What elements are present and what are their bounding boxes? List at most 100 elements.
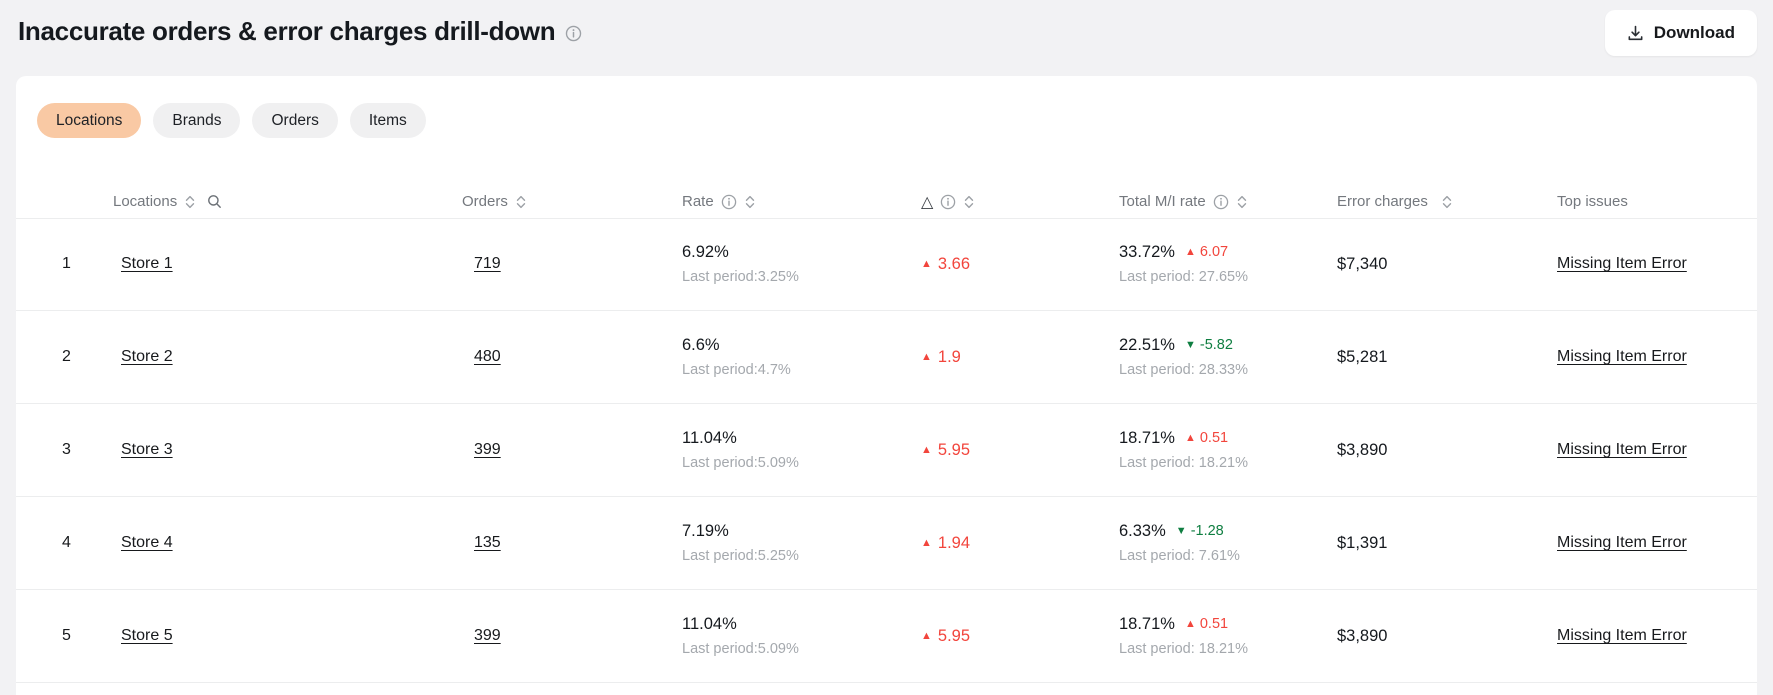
trend-up-icon (1185, 619, 1196, 630)
row-index: 5 (62, 627, 71, 644)
rate-last-period: Last period:5.09% (682, 454, 799, 471)
location-link[interactable]: Store 1 (121, 255, 173, 272)
column-header-orders[interactable]: Orders (462, 193, 682, 210)
tab-locations[interactable]: Locations (37, 103, 142, 138)
rate-last-period: Last period:4.7% (682, 361, 791, 378)
column-header-rate[interactable]: Rate (682, 193, 905, 210)
sort-icon[interactable] (963, 195, 975, 209)
delta-cell: 5.95 (905, 627, 1119, 646)
orders-count-link[interactable]: 135 (474, 534, 501, 551)
row-index: 2 (62, 348, 71, 365)
total-mi-rate-cell: 18.71% 0.51 Last period: 18.21% (1119, 616, 1337, 656)
total-mi-rate-change-value: 0.51 (1199, 616, 1229, 633)
top-issue-link[interactable]: Missing Item Error (1557, 348, 1687, 365)
column-header-delta[interactable]: △ (905, 192, 1119, 212)
total-mi-rate-change: -1.28 (1176, 523, 1224, 539)
trend-up-icon (921, 352, 932, 363)
total-mi-rate-change: 6.07 (1185, 244, 1228, 260)
column-label-orders: Orders (462, 193, 508, 210)
total-mi-rate-cell: 18.71% 0.51 Last period: 18.21% (1119, 430, 1337, 470)
total-mi-rate-change: 0.51 (1185, 616, 1228, 632)
rate-value: 6.92% (682, 243, 729, 261)
table-row: 3 Store 3 399 11.04% Last period:5.09% 5… (16, 404, 1757, 497)
rate-value: 7.19% (682, 522, 729, 540)
table-row: 5 Store 5 399 11.04% Last period:5.09% 5… (16, 590, 1757, 683)
trend-up-icon (1185, 433, 1196, 444)
trend-up-icon (921, 445, 932, 456)
total-mi-rate-value: 22.51% (1119, 336, 1175, 354)
top-issue-link[interactable]: Missing Item Error (1557, 255, 1687, 272)
rate-cell: 6.92% Last period:3.25% (682, 244, 905, 284)
total-mi-rate-value: 18.71% (1119, 429, 1175, 447)
top-issue-link[interactable]: Missing Item Error (1557, 627, 1687, 644)
orders-count-link[interactable]: 399 (474, 627, 501, 644)
tab-items[interactable]: Items (349, 103, 426, 138)
row-index: 3 (62, 441, 71, 458)
location-link[interactable]: Store 2 (121, 348, 173, 365)
trend-up-icon (1185, 247, 1196, 258)
delta-value: 1.94 (937, 533, 971, 552)
total-mi-rate-last-period: Last period: 27.65% (1119, 268, 1248, 285)
total-mi-rate-change-value: 6.07 (1199, 244, 1229, 261)
delta-cell: 1.9 (905, 348, 1119, 367)
delta-cell: 3.66 (905, 255, 1119, 274)
error-charges-value: $7,340 (1337, 254, 1388, 273)
delta-value: 5.95 (937, 440, 971, 459)
rate-cell: 6.6% Last period:4.7% (682, 337, 905, 377)
column-label-error-charges: Error charges (1337, 193, 1428, 210)
total-mi-rate-cell: 33.72% 6.07 Last period: 27.65% (1119, 244, 1337, 284)
search-icon[interactable] (207, 194, 222, 209)
total-mi-rate-last-period: Last period: 7.61% (1119, 547, 1240, 564)
total-mi-rate-change-value: -5.82 (1199, 337, 1233, 354)
drilldown-card: Locations Brands Orders Items Locations … (16, 76, 1757, 695)
trend-down-icon (1176, 526, 1187, 537)
location-link[interactable]: Store 5 (121, 627, 173, 644)
table-row: 2 Store 2 480 6.6% Last period:4.7% 1.9 … (16, 311, 1757, 404)
top-bar: Inaccurate orders & error charges drill-… (0, 0, 1773, 76)
column-label-top-issues: Top issues (1557, 193, 1628, 210)
orders-count-link[interactable]: 399 (474, 441, 501, 458)
tab-orders[interactable]: Orders (252, 103, 338, 138)
tab-brands[interactable]: Brands (153, 103, 241, 138)
info-icon[interactable] (1213, 194, 1229, 210)
rate-last-period: Last period:5.09% (682, 640, 799, 657)
trend-up-icon (921, 631, 932, 642)
delta-cell: 1.94 (905, 534, 1119, 553)
info-icon[interactable] (565, 25, 582, 42)
rate-value: 11.04% (682, 429, 737, 447)
table-row: 4 Store 4 135 7.19% Last period:5.25% 1.… (16, 497, 1757, 590)
orders-count-link[interactable]: 480 (474, 348, 501, 365)
sort-icon[interactable] (1236, 195, 1248, 209)
column-label-rate: Rate (682, 193, 714, 210)
column-header-total-mi-rate[interactable]: Total M/I rate (1119, 193, 1337, 210)
column-label-locations: Locations (113, 193, 178, 210)
error-charges-value: $3,890 (1337, 440, 1388, 459)
entity-tabs: Locations Brands Orders Items (37, 103, 426, 138)
sort-icon[interactable] (1441, 195, 1453, 209)
location-link[interactable]: Store 4 (121, 534, 173, 551)
sort-icon[interactable] (515, 195, 527, 209)
top-issue-link[interactable]: Missing Item Error (1557, 441, 1687, 458)
table-body: 1 Store 1 719 6.92% Last period:3.25% 3.… (16, 218, 1757, 683)
top-issue-link[interactable]: Missing Item Error (1557, 534, 1687, 551)
delta-cell: 5.95 (905, 441, 1119, 460)
total-mi-rate-change: 0.51 (1185, 430, 1228, 446)
column-header-top-issues: Top issues (1557, 193, 1757, 210)
total-mi-rate-last-period: Last period: 18.21% (1119, 454, 1248, 471)
orders-count-link[interactable]: 719 (474, 255, 501, 272)
total-mi-rate-cell: 22.51% -5.82 Last period: 28.33% (1119, 337, 1337, 377)
column-header-locations[interactable]: Locations (113, 193, 462, 210)
location-link[interactable]: Store 3 (121, 441, 173, 458)
error-charges-value: $3,890 (1337, 626, 1388, 645)
download-icon (1627, 25, 1644, 42)
trend-down-icon (1185, 340, 1196, 351)
rate-cell: 7.19% Last period:5.25% (682, 523, 905, 563)
column-label-total-mi-rate: Total M/I rate (1119, 193, 1206, 210)
download-button[interactable]: Download (1604, 10, 1757, 56)
delta-value: 1.9 (937, 347, 961, 366)
column-header-error-charges[interactable]: Error charges (1337, 193, 1557, 210)
sort-icon[interactable] (744, 195, 756, 209)
info-icon[interactable] (940, 194, 956, 210)
info-icon[interactable] (721, 194, 737, 210)
sort-icon[interactable] (184, 195, 196, 209)
